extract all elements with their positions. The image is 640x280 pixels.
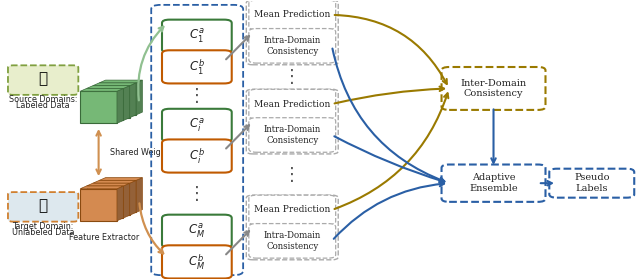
Polygon shape: [130, 83, 136, 118]
FancyBboxPatch shape: [162, 215, 232, 248]
Polygon shape: [117, 186, 124, 221]
Polygon shape: [93, 180, 136, 183]
Polygon shape: [86, 183, 130, 186]
Polygon shape: [136, 80, 142, 115]
Text: $C^b_1$: $C^b_1$: [189, 57, 205, 76]
Text: Intra-Domain
Consistency: Intra-Domain Consistency: [264, 36, 321, 55]
FancyBboxPatch shape: [86, 186, 124, 218]
Polygon shape: [124, 183, 130, 218]
FancyBboxPatch shape: [249, 89, 336, 119]
FancyBboxPatch shape: [249, 118, 336, 152]
FancyBboxPatch shape: [162, 20, 232, 53]
Text: ⋮: ⋮: [284, 68, 301, 86]
Text: Intra-Domain
Consistency: Intra-Domain Consistency: [264, 231, 321, 251]
FancyBboxPatch shape: [8, 65, 78, 95]
Polygon shape: [80, 88, 124, 91]
Polygon shape: [124, 86, 130, 120]
Polygon shape: [86, 86, 130, 88]
Text: Intra-Domain
Consistency: Intra-Domain Consistency: [264, 125, 321, 145]
Text: 🌸: 🌸: [38, 198, 48, 213]
Text: $C^b_i$: $C^b_i$: [189, 146, 205, 166]
FancyBboxPatch shape: [80, 189, 117, 221]
Polygon shape: [93, 83, 136, 86]
Text: Mean Prediction: Mean Prediction: [254, 100, 330, 109]
Text: Target Domain:: Target Domain:: [12, 222, 74, 231]
FancyBboxPatch shape: [99, 83, 136, 115]
Polygon shape: [130, 180, 136, 215]
FancyBboxPatch shape: [249, 195, 336, 225]
Polygon shape: [99, 80, 142, 83]
Polygon shape: [117, 88, 124, 123]
Polygon shape: [99, 178, 142, 180]
Text: Pseudo
Labels: Pseudo Labels: [574, 174, 609, 193]
Text: ⋮: ⋮: [188, 87, 206, 105]
FancyBboxPatch shape: [162, 245, 232, 279]
Text: Source Domains:: Source Domains:: [9, 95, 77, 104]
FancyBboxPatch shape: [162, 139, 232, 172]
Text: Labeled Data: Labeled Data: [17, 101, 70, 110]
FancyBboxPatch shape: [442, 165, 545, 202]
Polygon shape: [136, 178, 142, 213]
FancyBboxPatch shape: [86, 88, 124, 120]
FancyBboxPatch shape: [93, 86, 130, 118]
Polygon shape: [80, 186, 124, 189]
Text: Mean Prediction: Mean Prediction: [254, 10, 330, 19]
FancyBboxPatch shape: [249, 29, 336, 63]
Text: Unlabeled Data: Unlabeled Data: [12, 228, 74, 237]
FancyBboxPatch shape: [99, 180, 136, 213]
FancyBboxPatch shape: [162, 50, 232, 83]
Text: $C^a_M$: $C^a_M$: [188, 223, 205, 240]
Text: ⋮: ⋮: [284, 165, 301, 184]
FancyBboxPatch shape: [246, 195, 338, 260]
FancyBboxPatch shape: [246, 89, 338, 154]
FancyBboxPatch shape: [249, 0, 336, 30]
FancyBboxPatch shape: [249, 224, 336, 258]
FancyBboxPatch shape: [162, 109, 232, 142]
FancyBboxPatch shape: [93, 183, 130, 215]
FancyBboxPatch shape: [80, 91, 117, 123]
FancyBboxPatch shape: [8, 192, 78, 222]
Text: Shared Weight: Shared Weight: [110, 148, 169, 157]
Text: Mean Prediction: Mean Prediction: [254, 206, 330, 214]
Text: $C^a_i$: $C^a_i$: [189, 116, 205, 134]
Text: $C^a_1$: $C^a_1$: [189, 27, 205, 45]
FancyBboxPatch shape: [442, 67, 545, 110]
Text: 🍎: 🍎: [38, 71, 48, 86]
FancyBboxPatch shape: [246, 0, 338, 65]
Text: Adaptive
Ensemble: Adaptive Ensemble: [469, 174, 518, 193]
Text: Feature Extractor: Feature Extractor: [68, 233, 139, 242]
FancyBboxPatch shape: [549, 169, 634, 198]
Text: Inter-Domain
Consistency: Inter-Domain Consistency: [460, 79, 527, 98]
Text: ⋮: ⋮: [188, 185, 206, 203]
Text: $C^b_M$: $C^b_M$: [188, 252, 205, 272]
